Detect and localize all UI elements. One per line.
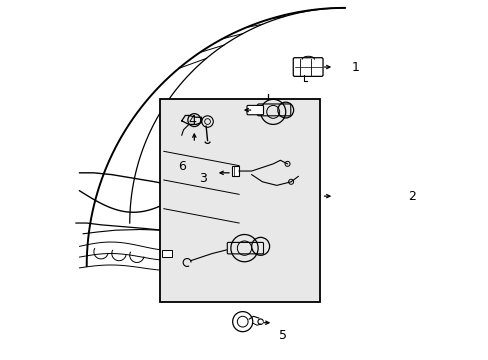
Text: 4: 4 xyxy=(188,114,196,127)
Text: 2: 2 xyxy=(407,190,415,203)
Text: 1: 1 xyxy=(351,60,359,73)
FancyBboxPatch shape xyxy=(227,242,263,254)
FancyBboxPatch shape xyxy=(257,104,290,116)
FancyBboxPatch shape xyxy=(293,58,323,76)
Bar xyxy=(162,250,172,257)
Bar xyxy=(160,99,319,302)
Text: 5: 5 xyxy=(278,329,286,342)
Bar xyxy=(231,166,239,176)
Text: 6: 6 xyxy=(178,160,185,173)
Text: 3: 3 xyxy=(199,172,206,185)
FancyBboxPatch shape xyxy=(246,105,263,115)
